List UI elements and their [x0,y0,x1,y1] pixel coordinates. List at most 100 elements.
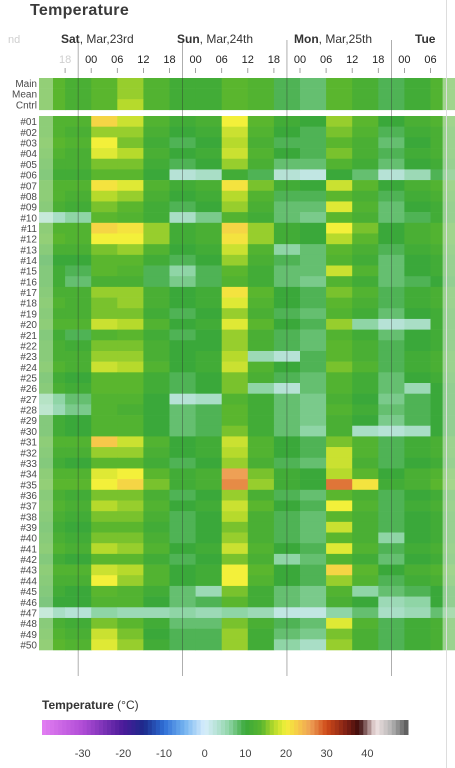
heatmap-cell [300,639,327,651]
heatmap-cell [326,99,353,111]
heatmap-cell [39,340,66,352]
heatmap-cell [326,361,353,373]
row-label: #16 [20,277,37,288]
row-label: #06 [20,171,37,182]
heatmap-cell [247,254,275,266]
heatmap-cell [300,350,327,362]
colorbar-tick-label: 10 [239,748,251,760]
heatmap-cell [143,308,170,320]
colorbar-segment [208,720,214,735]
heatmap-cell [247,393,275,405]
heatmap-cell [430,212,455,224]
heatmap-cell [404,286,431,298]
legend-title: Temperature (°C) [42,698,139,712]
heatmap-cell [326,308,353,320]
heatmap-cell [300,169,327,181]
heatmap-cell [247,201,275,213]
heatmap-cell [195,607,223,619]
heatmap-cell [39,383,66,394]
heatmap-cell [117,137,144,149]
heatmap-cell [352,148,379,160]
heatmap-cell [117,532,144,544]
row-label: #24 [20,363,37,374]
heatmap-cell [91,158,118,170]
colorbar-segment [351,720,356,735]
heatmap-cell [300,468,327,480]
heatmap-cell [326,457,353,469]
heatmap-cell [143,383,170,394]
heatmap-cell [143,436,170,448]
heatmap-cell [326,148,353,160]
heatmap-cell [195,564,223,576]
heatmap-cell [117,88,144,100]
heatmap-cell [430,372,455,384]
heatmap-cell [143,318,170,330]
row-label: #31 [20,438,37,449]
colorbar-segment [46,720,51,735]
heatmap-cell [143,489,170,501]
heatmap-cell [91,393,118,405]
heatmap-cell [404,233,431,245]
heatmap-cell [39,148,66,160]
heatmap-cell [143,297,170,309]
heatmap-cell [195,479,223,491]
colorbar-segment [395,720,401,735]
heatmap-cell [404,617,431,629]
heatmap-cell [91,489,118,501]
heatmap-cell [39,180,66,192]
heatmap-cell [39,575,66,587]
heatmap-cell [39,415,66,427]
heatmap-cell [221,233,249,245]
heatmap-cell [352,639,379,651]
colorbar-segment [192,720,198,735]
heatmap-cell [221,244,249,256]
heatmap-cell [221,553,249,565]
heatmap-cell [195,628,223,640]
heatmap-cell [143,190,170,202]
heatmap-cell [143,639,170,651]
heatmap-cell [221,78,249,89]
row-label: #21 [20,331,37,342]
heatmap-cell [352,436,379,448]
colorbar-segment [290,720,295,735]
heatmap-cell [143,447,170,459]
heatmap-cell [91,585,118,597]
heatmap-cell [117,180,144,192]
hour-tick-label: 00 [294,54,306,66]
heatmap-cell [430,180,455,192]
row-label: #43 [20,566,37,577]
heatmap-cell [221,457,249,469]
heatmap-cell [143,617,170,629]
heatmap-cell [39,222,66,234]
heatmap-cell [221,404,249,416]
heatmap-cell [91,318,118,330]
heatmap-cell [91,383,118,394]
heatmap-cell [430,201,455,213]
heatmap-cell [117,457,144,469]
heatmap-cell [352,318,379,330]
heatmap-cell [39,244,66,256]
heatmap-cell [39,190,66,202]
heatmap-cell [352,276,379,288]
heatmap-cell [247,361,275,373]
heatmap-cell [195,404,223,416]
heatmap-cell [404,553,431,565]
heatmap-cell [91,564,118,576]
heatmap-cell [91,436,118,448]
colorbar-segment [273,720,279,735]
row-label: #41 [20,544,37,555]
heatmap-cell [404,318,431,330]
colorbar-tick-label: 20 [280,748,292,760]
heatmap-cell [143,628,170,640]
heatmap-cell [430,564,455,576]
heatmap-cell [326,596,353,608]
heatmap-cell [39,276,66,288]
heatmap-cell [300,190,327,202]
heatmap-cell [143,372,170,384]
heatmap-cell [247,436,275,448]
row-label: #45 [20,587,37,598]
heatmap-cell [91,617,118,629]
heatmap-cell [300,99,327,111]
day-header: Sun, Mar,24th [177,32,253,46]
heatmap-cell [326,244,353,256]
